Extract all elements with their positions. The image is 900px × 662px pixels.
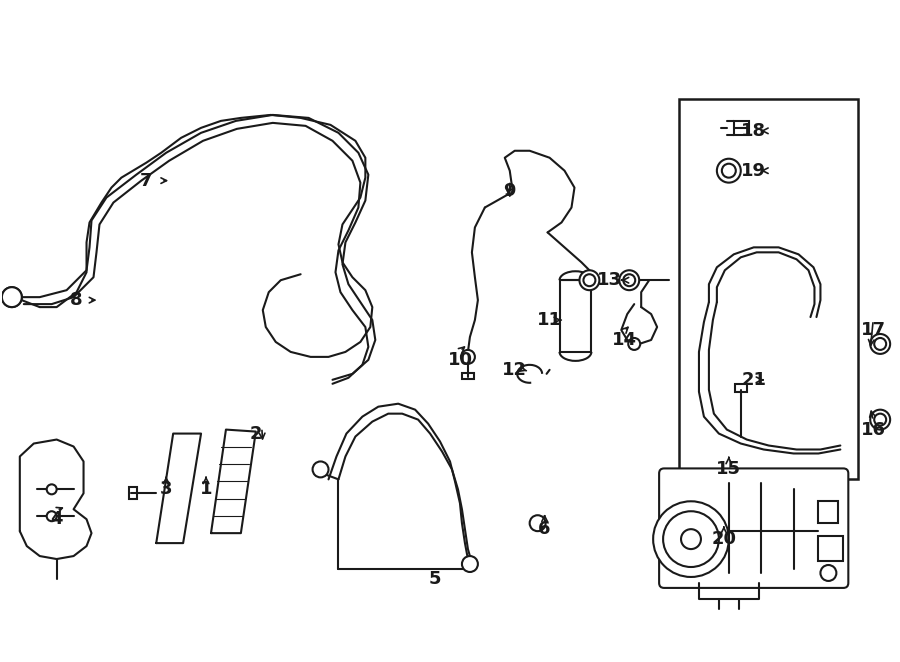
Circle shape <box>619 270 639 290</box>
Circle shape <box>2 287 22 307</box>
Circle shape <box>583 274 596 286</box>
Text: 9: 9 <box>503 181 516 199</box>
Bar <box>560 280 591 352</box>
Circle shape <box>47 511 57 521</box>
Text: 18: 18 <box>742 122 766 140</box>
Text: 15: 15 <box>716 460 742 479</box>
Circle shape <box>312 461 328 477</box>
Circle shape <box>2 287 22 307</box>
Circle shape <box>653 501 729 577</box>
Bar <box>734 121 749 135</box>
Text: 16: 16 <box>860 420 886 439</box>
Circle shape <box>717 159 741 183</box>
Text: 14: 14 <box>612 331 637 349</box>
Text: 12: 12 <box>502 361 527 379</box>
Text: 13: 13 <box>597 271 622 289</box>
Circle shape <box>462 556 478 572</box>
Text: 20: 20 <box>711 530 736 548</box>
Circle shape <box>530 515 545 531</box>
Circle shape <box>663 511 719 567</box>
Text: 21: 21 <box>742 371 766 389</box>
Bar <box>734 384 747 392</box>
Bar <box>818 536 843 561</box>
Text: 8: 8 <box>70 291 83 309</box>
Circle shape <box>870 334 890 354</box>
FancyBboxPatch shape <box>659 469 849 588</box>
Text: 10: 10 <box>447 351 473 369</box>
Circle shape <box>628 338 640 350</box>
Bar <box>130 487 138 499</box>
Bar <box>818 501 839 523</box>
Circle shape <box>47 485 57 495</box>
Text: 17: 17 <box>860 321 886 339</box>
Bar <box>462 373 474 379</box>
Text: 3: 3 <box>160 481 173 498</box>
Text: 5: 5 <box>428 570 441 588</box>
Text: 6: 6 <box>538 520 551 538</box>
Circle shape <box>821 565 836 581</box>
Circle shape <box>870 410 890 430</box>
Circle shape <box>580 270 599 290</box>
Text: 2: 2 <box>249 424 262 443</box>
Text: 19: 19 <box>742 162 766 179</box>
Circle shape <box>874 414 886 426</box>
Text: 1: 1 <box>200 481 212 498</box>
Circle shape <box>722 164 736 177</box>
Bar <box>679 99 859 479</box>
Text: 7: 7 <box>140 171 152 189</box>
Text: 11: 11 <box>537 311 562 329</box>
Text: 4: 4 <box>50 510 63 528</box>
Circle shape <box>624 274 635 286</box>
Circle shape <box>461 350 475 364</box>
Circle shape <box>874 338 886 350</box>
Circle shape <box>681 529 701 549</box>
